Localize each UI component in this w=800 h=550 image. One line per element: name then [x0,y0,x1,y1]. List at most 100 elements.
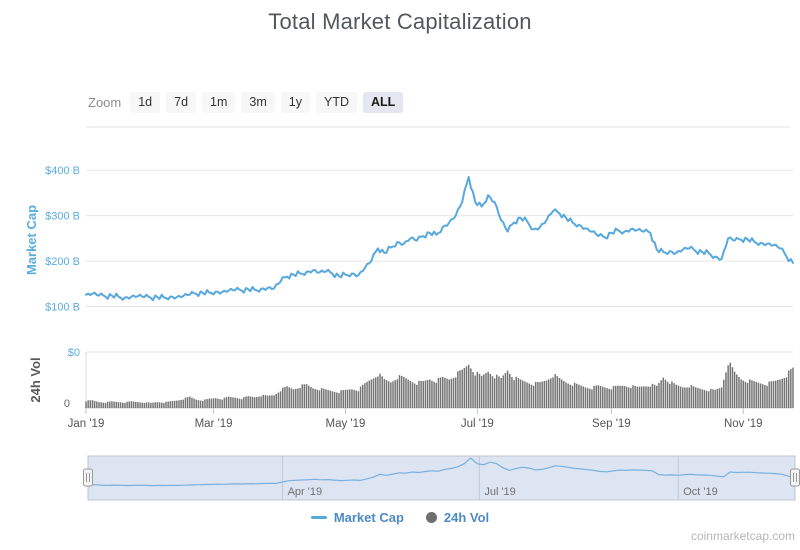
volume-bar [511,377,513,408]
volume-bar [325,389,327,408]
xaxis-tick-label: Jul '19 [461,418,494,430]
volume-bar [279,391,282,408]
volume-bar [781,378,783,408]
volume-bar [783,378,786,408]
volume-bar [361,384,364,408]
volume-bar [327,390,329,408]
volume-bar [673,383,675,408]
volume-bar [407,379,409,408]
volume-bar [744,381,747,408]
volume-bar [524,381,526,408]
volume-bar [147,402,150,408]
volume-bar [448,379,450,408]
volume-bar [509,373,511,408]
volume-bar [749,379,751,408]
volume-bar [385,380,388,408]
volume-bar [150,402,152,408]
watermark: coinmarketcap.com [690,529,795,543]
volume-bar [699,388,701,408]
volume-bar [230,396,232,408]
zoom-button-all[interactable]: ALL [363,92,404,113]
volume-bar [772,381,775,408]
volume-bar [403,376,405,408]
volume-bar [169,401,172,408]
volume-bar [467,364,470,408]
volume-bar [606,388,608,408]
volume-bar [589,388,591,408]
volume-bar [636,386,639,408]
legend-item-24h-vol[interactable]: 24h Vol [425,510,489,525]
volume-bar [281,387,284,408]
zoom-button-7d[interactable]: 7d [166,92,197,113]
volume-bar [712,389,714,408]
navigator-handle-left[interactable] [83,468,93,487]
volume-bar [727,365,729,408]
volume-bar [431,380,433,408]
volume-bar [506,370,509,408]
volume-bar [658,382,660,408]
volume-bar [660,380,662,408]
volume-bar [266,395,269,408]
volume-bar [141,402,143,408]
volume-bar [554,374,556,408]
volume-bar [286,386,288,408]
volume-bar [307,385,310,408]
navigator-handle-right[interactable] [790,468,800,487]
volume-bar [426,380,429,408]
volume-bar [567,383,569,408]
volume-bar [398,375,401,408]
volume-bar [342,390,345,408]
volume-bar [227,396,230,408]
market-cap-axis-title: Market Cap [24,205,39,275]
volume-bar [684,387,686,408]
volume-bar [591,389,593,408]
volume-bar [411,382,414,408]
volume-bar [496,374,498,408]
zoom-label: Zoom [88,94,122,110]
zoom-button-1d[interactable]: 1d [130,92,161,113]
volume-bar [755,381,757,408]
volume-bar [89,400,92,408]
zoom-button-ytd[interactable]: YTD [316,92,357,113]
zoom-button-1y[interactable]: 1y [280,92,310,113]
xaxis-tick-label: Nov '19 [724,418,763,430]
volume-bar [595,385,598,408]
volume-axis-title: 24h Vol [28,357,43,402]
volume-bar [301,384,303,408]
xaxis-tick-label: Mar '19 [195,418,233,430]
volume-zero-label: 0 [64,398,70,410]
volume-bar [459,370,461,408]
volume-bar [346,389,349,408]
xaxis-tick-label: May '19 [325,418,365,430]
zoom-button-3m[interactable]: 3m [241,92,275,113]
yaxis-tick-label: $0 [68,347,80,359]
volume-bar [152,402,154,408]
zoom-button-1m[interactable]: 1m [202,92,236,113]
volume-bar [697,387,699,408]
legend-item-market-cap[interactable]: Market Cap [310,510,404,525]
volume-bar [584,387,587,408]
volume-bar [331,391,334,408]
volume-bar [240,399,243,408]
volume-bar [487,371,489,408]
volume-bar [485,373,487,408]
volume-bar [627,387,630,408]
volume-bar [742,380,745,408]
volume-bar [502,375,505,408]
volume-bar [690,385,693,408]
volume-bar [688,387,690,408]
zoom-toolbar: Zoom 1d 7d 1m 3m 1y YTD ALL [88,92,409,113]
volume-bar [134,401,137,408]
volume-bar [565,382,567,408]
volume-bar [359,386,362,408]
volume-bar [790,369,792,408]
volume-bar [314,389,316,408]
volume-bar [608,388,610,408]
volume-bar [115,401,118,408]
volume-bar [662,377,665,408]
volume-bar [106,401,109,408]
volume-bar [491,376,494,408]
volume-bar [310,387,312,408]
volume-bar [284,386,286,408]
volume-bar [271,395,273,408]
